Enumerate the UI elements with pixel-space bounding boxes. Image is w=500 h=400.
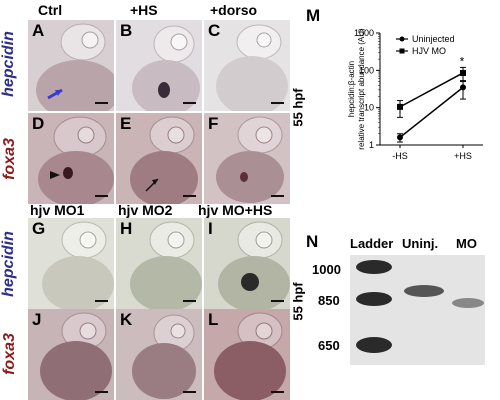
legend-label: Uninjected bbox=[412, 34, 455, 44]
col-header-hs: +HS bbox=[130, 2, 158, 18]
stage-label-top: 55 hpf bbox=[290, 88, 306, 127]
y-axis-label-line2: relative transcript abundance (AU) bbox=[357, 28, 366, 150]
embryo-image bbox=[216, 116, 284, 203]
panel-label: D bbox=[32, 114, 45, 133]
panel-label: B bbox=[120, 21, 133, 40]
transcript-abundance-chart: 1 10 100 1000 -HS +HS hepcidin:β-actin relative… bbox=[347, 28, 483, 161]
panel-d: D bbox=[28, 113, 114, 204]
embryo-image bbox=[218, 221, 290, 309]
panel-label-m: M bbox=[306, 6, 321, 25]
panel-label: A bbox=[32, 21, 45, 40]
series-line-uninjected bbox=[399, 86, 464, 138]
scale-bar bbox=[95, 102, 108, 104]
y-tick-label: 10 bbox=[364, 103, 374, 113]
panel-i: I bbox=[204, 218, 290, 309]
gel-header-uninjected: Uninj. bbox=[402, 236, 439, 251]
scale-bar bbox=[95, 195, 108, 197]
col-header-dorso: +dorso bbox=[210, 2, 258, 18]
gel-size-850: 850 bbox=[318, 293, 340, 308]
panel-label: L bbox=[208, 310, 219, 329]
embryo-image bbox=[36, 23, 114, 111]
panel-label-n: N bbox=[306, 232, 319, 251]
panel-k: K bbox=[116, 309, 202, 400]
scale-bar bbox=[183, 391, 196, 393]
embryo-image bbox=[130, 116, 198, 204]
gel-header-ladder: Ladder bbox=[350, 236, 394, 251]
panel-label: G bbox=[32, 219, 46, 238]
data-point bbox=[460, 69, 466, 76]
y-tick-label: 100 bbox=[359, 65, 374, 75]
panel-e: E bbox=[116, 113, 202, 204]
panel-label: F bbox=[208, 114, 219, 133]
y-tick-label: 1000 bbox=[354, 28, 374, 38]
panel-label: H bbox=[120, 219, 133, 238]
panel-label: I bbox=[208, 219, 213, 238]
embryo-image bbox=[132, 25, 200, 111]
row-label-foxa3-bottom: foxa3 bbox=[1, 333, 18, 375]
stage-label-bottom: 55 hpf bbox=[290, 282, 306, 321]
y-axis-label-line1: hepcidin:β-actin bbox=[347, 61, 356, 117]
panel-g: G bbox=[28, 218, 114, 309]
scale-bar bbox=[95, 391, 108, 393]
data-point bbox=[397, 134, 403, 141]
series-line-hjv-mo bbox=[399, 72, 464, 108]
panel-label: E bbox=[120, 114, 132, 133]
col-header-mo1: hjv MO1 bbox=[30, 202, 85, 218]
col-header-mo2: hjv MO2 bbox=[118, 202, 173, 218]
row-label-foxa3-top: foxa3 bbox=[1, 138, 18, 180]
panel-label: K bbox=[120, 310, 133, 329]
legend-label: HJV MO bbox=[412, 46, 446, 56]
scale-bar bbox=[271, 102, 284, 104]
col-header-mo-hs: hjv MO+HS bbox=[198, 202, 273, 218]
scale-bar bbox=[183, 195, 196, 197]
embryo-image bbox=[214, 312, 286, 400]
panel-a: A bbox=[28, 20, 114, 111]
panel-h: H bbox=[116, 218, 202, 309]
scale-bar bbox=[271, 300, 284, 302]
panel-b: B bbox=[116, 20, 202, 111]
panel-f: F bbox=[204, 113, 290, 204]
row-label-hepcidin-bottom: hepcidin bbox=[0, 231, 17, 297]
gel-header-mo: MO bbox=[456, 236, 477, 251]
panel-c: C bbox=[204, 20, 290, 111]
scale-bar bbox=[183, 102, 196, 104]
embryo-image bbox=[38, 116, 114, 204]
data-point bbox=[397, 103, 403, 110]
gel-size-650: 650 bbox=[318, 338, 340, 353]
x-tick-label: +HS bbox=[454, 151, 472, 161]
embryo-image bbox=[216, 24, 288, 111]
gel-image bbox=[350, 255, 485, 365]
scale-bar bbox=[183, 300, 196, 302]
gel-size-1000: 1000 bbox=[312, 262, 341, 277]
significance-marker: * bbox=[460, 54, 465, 68]
col-header-ctrl: Ctrl bbox=[38, 2, 63, 18]
embryo-image bbox=[42, 221, 114, 309]
scale-bar bbox=[271, 195, 284, 197]
legend-marker bbox=[399, 36, 405, 42]
x-tick-label: -HS bbox=[392, 151, 408, 161]
scale-bar bbox=[271, 391, 284, 393]
row-label-hepcidin-top: hepcidin bbox=[0, 31, 17, 97]
scale-bar bbox=[95, 300, 108, 302]
y-tick-label: 1 bbox=[369, 140, 374, 150]
legend-marker bbox=[399, 48, 405, 54]
panel-l: L bbox=[204, 309, 290, 400]
panel-label: C bbox=[208, 21, 221, 40]
embryo-image bbox=[132, 314, 196, 399]
embryo-image bbox=[40, 312, 112, 400]
embryo-image bbox=[130, 221, 202, 309]
data-point bbox=[460, 84, 466, 91]
panel-label: J bbox=[32, 310, 42, 329]
panel-j: J bbox=[28, 309, 114, 400]
